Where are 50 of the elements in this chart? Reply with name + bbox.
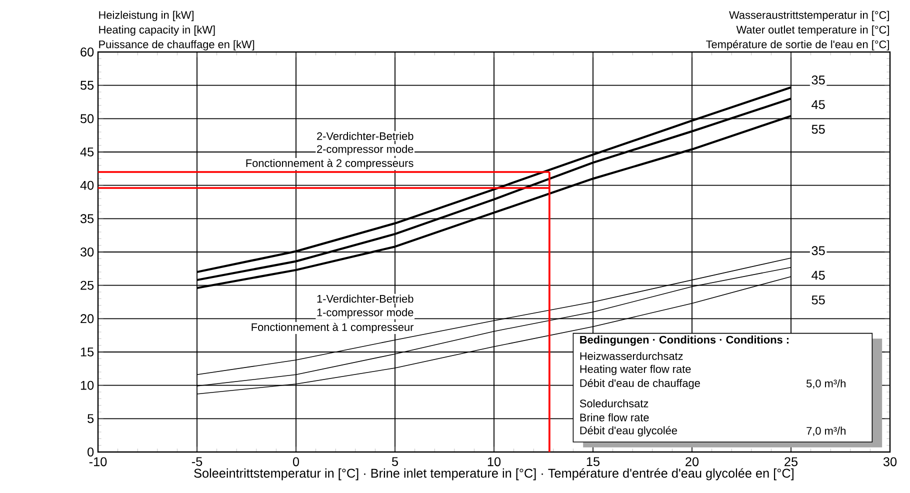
text: 55 [812, 296, 825, 304]
annotation: Heizwasserdurchsatz [580, 352, 683, 360]
y-tick-label: 50 [80, 114, 94, 124]
text: Puissance de chauffage en [kW] [99, 40, 254, 50]
x-tick-label: 30 [883, 457, 897, 466]
y-tick-label: 35 [80, 214, 94, 224]
annotation: Brine flow rate [580, 413, 649, 422]
legend-title: Wasseraustrittstemperatur in [°C] [729, 10, 889, 22]
series-label: 45 [812, 100, 825, 110]
y-tick-label: 40 [80, 180, 94, 190]
annotation: 2-compressor mode [317, 144, 414, 156]
y-tick-label: 55 [80, 80, 94, 90]
annotation: Débit d'eau glycolée [580, 426, 678, 437]
annotation: Fonctionnement à 2 compresseurs [246, 158, 414, 170]
annotation: 1-Verdichter-Betrieb [317, 294, 414, 303]
y-tick-label: 45 [80, 148, 94, 156]
x-tick-label: 20 [686, 457, 699, 466]
x-axis-title: Soleeintrittstemperatur in [°C] · Brine inlet temperature in [°C] · Température d'entrée d'eau glycolée en [°C] [194, 468, 794, 480]
y-tick-label: 30 [80, 248, 94, 256]
y-tick-label: 10 [80, 380, 94, 390]
annotation: Heating water flow rate [580, 364, 691, 376]
text: Température de sortie de l'eau en [°C] [706, 40, 889, 50]
annotation: 1-compressor mode [317, 308, 414, 318]
y-tick-label: 20 [80, 314, 94, 324]
text: Heating capacity in [kW] [99, 26, 215, 36]
x-tick-label: 0 [292, 457, 300, 466]
series-label: 55 [812, 124, 825, 134]
text: Water outlet temperature in [°C] [736, 26, 889, 36]
y-tick-label: 15 [80, 348, 94, 356]
annotation: Bedingungen · Conditions · Conditions : [580, 336, 789, 346]
annotation: Fonctionnement à 1 compresseur [252, 322, 414, 334]
x-tick-label: -10 [89, 457, 107, 466]
x-tick-label: 25 [784, 457, 798, 466]
y-tick-label: 60 [80, 48, 94, 56]
annotation: 2-Verdichter-Betrieb [317, 132, 414, 140]
annotation: Soledurchsatz [580, 399, 648, 408]
x-tick-label: 10 [488, 457, 501, 466]
annotation: 5,0 m³/h [806, 379, 846, 389]
series-label: 35 [812, 246, 825, 256]
series-label: 35 [812, 76, 825, 84]
annotation: 7,0 m³/h [806, 426, 846, 436]
annotation: Débit d'eau de chauffage [580, 378, 700, 390]
y-tick-label: 5 [88, 414, 94, 424]
y-tick-label: 0 [88, 448, 94, 456]
y-tick-label: 25 [80, 280, 94, 290]
x-tick-label: 5 [392, 457, 398, 466]
y-axis-title: Heizleistung in [kW] [99, 10, 194, 22]
x-tick-label: -5 [192, 457, 202, 466]
series-label: 45 [812, 270, 825, 280]
x-tick-label: 15 [586, 457, 600, 466]
